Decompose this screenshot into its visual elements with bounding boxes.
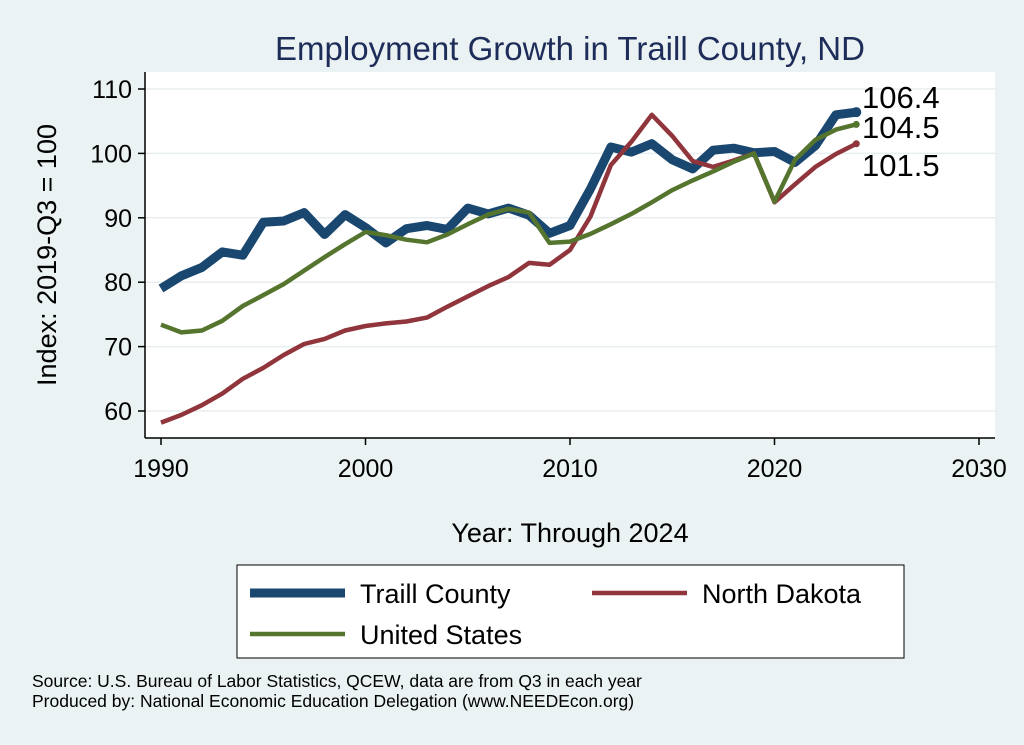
legend-label-1: North Dakota (702, 579, 862, 609)
producer-note: Produced by: National Economic Education… (32, 691, 635, 711)
x-tick-label: 2020 (747, 455, 803, 483)
x-axis-ticks: 1990 2000 2010 2020 2030 (133, 438, 1007, 483)
source-note: Source: U.S. Bureau of Labor Statistics,… (32, 671, 642, 691)
legend-label-0: Traill County (360, 579, 511, 609)
y-tick-label: 110 (92, 76, 132, 104)
x-tick-label: 2030 (951, 455, 1007, 483)
chart-title: Employment Growth in Traill County, ND (275, 30, 865, 67)
end-label-0: 106.4 (862, 80, 940, 115)
x-tick-label: 2010 (542, 455, 598, 483)
series-line-2 (160, 122, 857, 335)
end-label-2: 104.5 (862, 110, 940, 145)
legend-label-2: United States (360, 620, 522, 650)
x-tick-label: 1990 (133, 455, 189, 483)
series-end-point-0 (851, 107, 862, 118)
y-tick-label: 60 (104, 398, 132, 426)
y-tick-label: 90 (104, 205, 132, 233)
y-tick-label: 80 (104, 269, 132, 297)
series-lines (158, 107, 862, 425)
y-tick-label: 100 (90, 140, 132, 168)
series-end-point-2 (852, 120, 860, 128)
legend-box (236, 564, 905, 659)
series-end-point-1 (852, 140, 860, 148)
footer: Source: U.S. Bureau of Labor Statistics,… (32, 671, 642, 711)
legend: Traill County North Dakota United States (236, 564, 905, 659)
x-axis-label: Year: Through 2024 (451, 518, 688, 548)
end-label-1: 101.5 (862, 148, 940, 183)
x-tick-label: 2000 (338, 455, 394, 483)
y-tick-label: 70 (104, 334, 132, 362)
y-axis-ticks: 60 70 80 90 100 110 (90, 76, 145, 426)
plot-area (145, 72, 995, 438)
y-axis-label: Index: 2019-Q3 = 100 (32, 124, 62, 386)
